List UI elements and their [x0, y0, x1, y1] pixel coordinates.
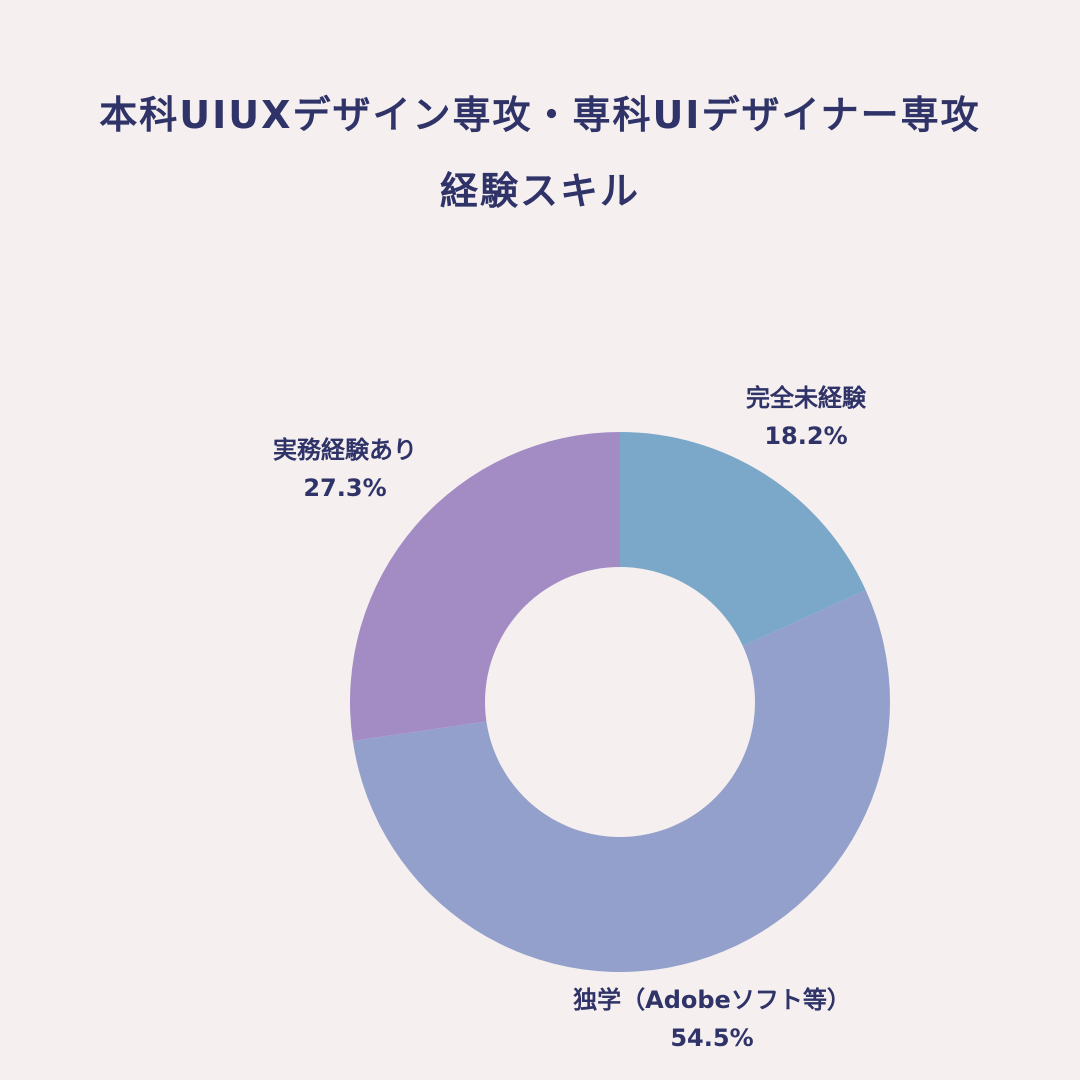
- chart-title: 本科UIUXデザイン専攻・専科UIデザイナー専攻: [99, 93, 981, 137]
- slice-category-label: 実務経験あり: [273, 436, 417, 464]
- slice-value-label: 54.5%: [670, 1024, 753, 1052]
- slice-value-label: 27.3%: [303, 474, 386, 502]
- slice-category-label: 完全未経験: [746, 384, 867, 412]
- chart-subtitle: 経験スキル: [439, 169, 640, 213]
- slice-category-label: 独学（Adobeソフト等）: [573, 986, 851, 1014]
- slice-value-label: 18.2%: [764, 422, 847, 450]
- donut-hole: [485, 567, 755, 837]
